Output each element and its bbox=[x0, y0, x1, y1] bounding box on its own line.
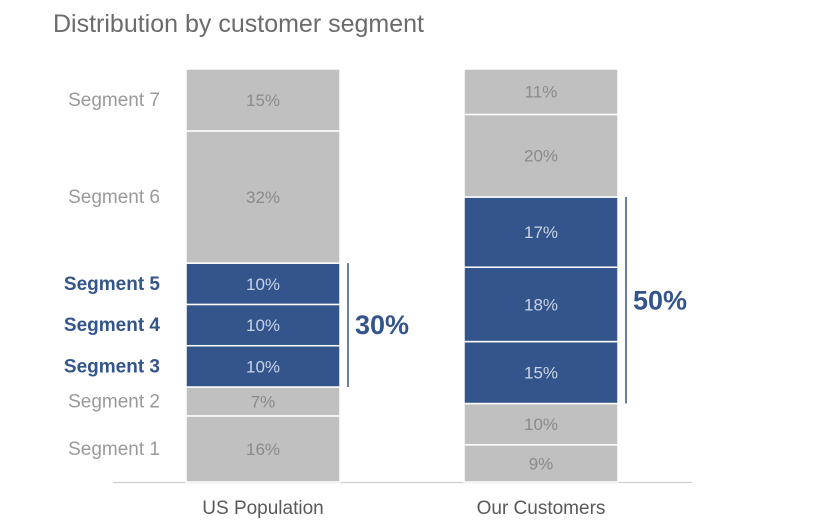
value-label: 10% bbox=[246, 275, 280, 294]
value-label: 10% bbox=[246, 357, 280, 376]
bracket-total-label: 50% bbox=[633, 285, 687, 315]
segment-label: Segment 6 bbox=[68, 187, 160, 208]
value-label: 17% bbox=[524, 223, 558, 242]
segment-label: Segment 4 bbox=[64, 315, 161, 336]
bar-segment-1-7 bbox=[185, 68, 341, 132]
bar-segment-1-4 bbox=[185, 303, 341, 347]
value-label: 10% bbox=[524, 415, 558, 434]
value-label: 11% bbox=[525, 83, 558, 102]
x-tick-label: US Population bbox=[202, 498, 323, 519]
bar-segment-2-5 bbox=[463, 196, 619, 268]
bar-segment-2-6 bbox=[463, 113, 619, 198]
value-label: 15% bbox=[524, 364, 558, 383]
value-label: 18% bbox=[524, 295, 558, 314]
value-label: 9% bbox=[529, 454, 554, 473]
bar-segment-2-4 bbox=[463, 266, 619, 343]
x-tick-label: Our Customers bbox=[477, 498, 606, 519]
value-label: 15% bbox=[246, 91, 280, 110]
bar-segment-1-1 bbox=[185, 415, 341, 483]
chart-title: Distribution by customer segment bbox=[53, 10, 424, 38]
value-label: 20% bbox=[524, 147, 558, 166]
value-label: 10% bbox=[246, 316, 280, 335]
bar-segment-2-1 bbox=[463, 444, 619, 483]
bracket-total-label: 30% bbox=[355, 310, 409, 340]
bar-segment-2-2 bbox=[463, 402, 619, 446]
segment-label: Segment 2 bbox=[68, 391, 160, 412]
bar-segment-1-5 bbox=[185, 262, 341, 306]
segment-label: Segment 1 bbox=[68, 439, 160, 460]
segment-label: Segment 3 bbox=[64, 356, 160, 377]
segment-label: Segment 7 bbox=[68, 90, 160, 111]
bar-segment-1-6 bbox=[185, 130, 341, 264]
segment-label: Segment 5 bbox=[64, 274, 161, 295]
value-label: 32% bbox=[246, 188, 280, 207]
value-label: 7% bbox=[251, 392, 276, 411]
value-label: 16% bbox=[246, 440, 280, 459]
bar-segment-2-7 bbox=[463, 68, 619, 116]
bar-segment-1-2 bbox=[185, 386, 341, 417]
